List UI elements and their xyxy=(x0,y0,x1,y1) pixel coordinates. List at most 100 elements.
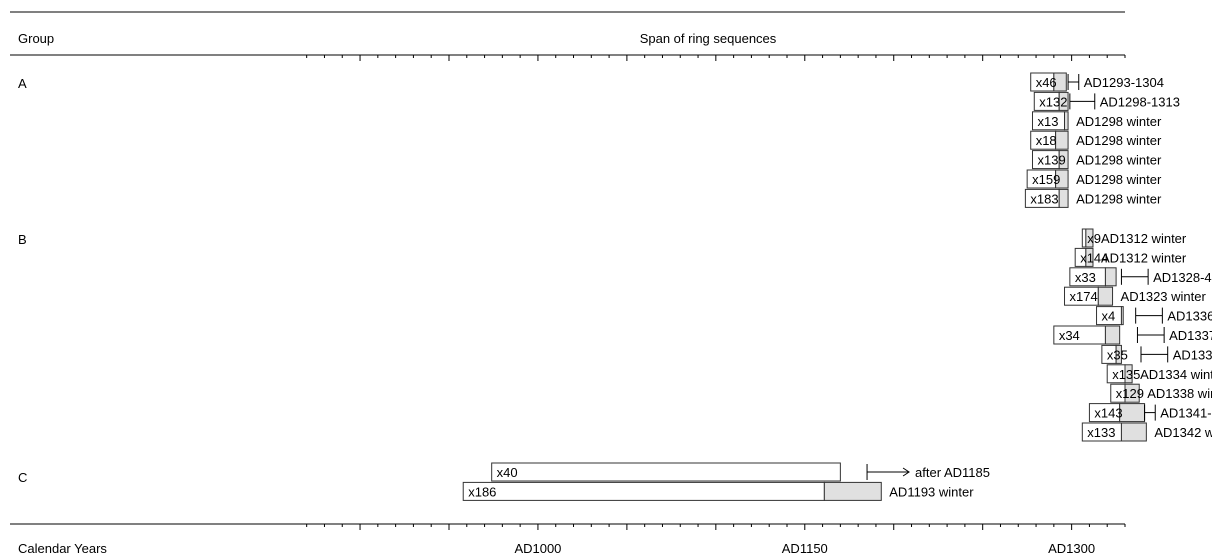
sample-x46: x46 AD1293-1304 xyxy=(1030,72,1164,92)
sample-id-label: x129 xyxy=(1116,386,1144,401)
felling-date-label: AD1298 winter xyxy=(1076,114,1162,129)
span-column-header: Span of ring sequences xyxy=(640,31,777,46)
sample-id-label: x139 xyxy=(1037,153,1065,168)
sample-x143: x143 AD1341-7 xyxy=(1088,403,1212,423)
sapwood-bar xyxy=(1097,286,1114,306)
sapwood-bar xyxy=(1085,228,1094,248)
felling-date-label: AD1341-7 xyxy=(1160,406,1212,421)
sapwood-bar xyxy=(1115,344,1122,364)
sample-x183: x183 AD1298 winter xyxy=(1024,188,1162,208)
sample-id-label: x144 xyxy=(1080,250,1108,265)
sapwood-bar xyxy=(1124,364,1133,384)
sample-id-label: x40 xyxy=(497,465,518,480)
felling-arrow-head xyxy=(902,467,910,477)
sapwood-bar xyxy=(1119,403,1146,423)
sample-x34: x34 AD1337-52 xyxy=(1053,325,1212,345)
group-label: C xyxy=(18,470,27,485)
felling-date-label: AD1312 winter xyxy=(1101,231,1187,246)
sapwood-bar xyxy=(1053,72,1067,92)
sample-x159: x159 AD1298 winter xyxy=(1026,169,1162,189)
sample-x35: x35 AD1339-54 xyxy=(1101,344,1212,364)
felling-date-label: AD1298-1313 xyxy=(1100,94,1180,109)
heartwood-bar xyxy=(1081,228,1087,248)
felling-date-label: AD1342 winter xyxy=(1154,425,1212,440)
group-label: B xyxy=(18,232,27,247)
sapwood-bar xyxy=(1104,325,1121,345)
sample-x133: x133 AD1342 winter xyxy=(1081,422,1212,442)
sample-x18: x18 AD1298 winter xyxy=(1030,130,1162,150)
sample-id-label: x35 xyxy=(1107,347,1128,362)
major-tick-label: AD1300 xyxy=(1048,541,1095,556)
sample-x186: x186 AD1193 winter xyxy=(462,481,974,501)
sample-x13: x13 AD1298 winter xyxy=(1031,111,1162,131)
sapwood-bar xyxy=(1104,267,1117,287)
sapwood-bar xyxy=(1058,150,1069,170)
felling-date-label: AD1298 winter xyxy=(1076,133,1162,148)
sample-x4: x4 AD1336-51 xyxy=(1096,306,1212,326)
sapwood-bar xyxy=(823,481,882,501)
felling-date-label: AD1328-43 xyxy=(1153,270,1212,285)
sample-id-label: x135 xyxy=(1112,367,1140,382)
sapwood-bar xyxy=(1124,383,1140,403)
sample-id-label: x183 xyxy=(1030,191,1058,206)
heartwood-bar xyxy=(462,481,825,501)
sapwood-bar xyxy=(1064,111,1069,131)
sapwood-bar xyxy=(1120,306,1124,326)
sample-id-label: x143 xyxy=(1094,406,1122,421)
felling-date-label: AD1193 winter xyxy=(889,484,974,499)
major-tick-label: AD1150 xyxy=(782,541,828,556)
sample-id-label: x18 xyxy=(1036,133,1057,148)
sample-id-label: x33 xyxy=(1075,270,1096,285)
top-tick-marks xyxy=(306,55,1126,61)
major-tick-label: AD1000 xyxy=(514,541,561,556)
sample-id-label: x186 xyxy=(468,484,496,499)
sample-id-label: x13 xyxy=(1037,114,1058,129)
felling-date-label: AD1298 winter xyxy=(1076,172,1162,187)
felling-date-label: after AD1185 xyxy=(915,465,990,480)
felling-date-label: AD1312 winter xyxy=(1101,250,1187,265)
sample-id-label: x9 xyxy=(1087,231,1101,246)
sample-id-label: x34 xyxy=(1059,328,1080,343)
sample-x139: x139 AD1298 winter xyxy=(1031,150,1162,170)
sapwood-bar xyxy=(1055,130,1069,150)
felling-date-label: AD1338 winter xyxy=(1147,386,1212,401)
sapwood-bar xyxy=(1058,91,1069,111)
felling-date-label: AD1339-54 xyxy=(1173,347,1212,362)
heartwood-bar xyxy=(491,462,841,482)
sapwood-bar xyxy=(1085,247,1094,267)
group-column-header: Group xyxy=(18,31,54,46)
felling-date-label: AD1298 winter xyxy=(1076,191,1162,206)
sapwood-bar xyxy=(1120,422,1147,442)
sample-id-label: x174 xyxy=(1070,289,1098,304)
sample-id-label: x46 xyxy=(1036,75,1057,90)
bottom-tick-marks xyxy=(306,524,1126,530)
sample-id-label: x159 xyxy=(1032,172,1060,187)
sample-x174: x174 AD1323 winter xyxy=(1064,286,1207,306)
sample-x9: x9 AD1312 winter xyxy=(1081,228,1187,248)
felling-date-label: AD1337-52 xyxy=(1169,328,1212,343)
sapwood-bar xyxy=(1058,188,1069,208)
major-tick-labels: AD1000 AD1150 AD1300 xyxy=(514,541,1095,556)
sample-id-label: x132 xyxy=(1039,94,1067,109)
group-label: A xyxy=(18,76,27,91)
felling-date-label: AD1293-1304 xyxy=(1084,75,1164,90)
sample-x33: x33 AD1328-43 xyxy=(1069,267,1212,287)
sample-id-label: x4 xyxy=(1102,309,1116,324)
felling-date-label: AD1298 winter xyxy=(1076,153,1162,168)
felling-date-label: AD1323 winter xyxy=(1121,289,1207,304)
sample-id-label: x133 xyxy=(1087,425,1115,440)
felling-date-label: AD1336-51 xyxy=(1167,309,1212,324)
sample-x40: x40 after AD1185 xyxy=(491,462,990,482)
calendar-years-label: Calendar Years xyxy=(18,541,107,556)
felling-date-label: AD1334 winter xyxy=(1140,367,1212,382)
sample-x132: x132 AD1298-1313 xyxy=(1033,91,1180,111)
sapwood-bar xyxy=(1055,169,1069,189)
